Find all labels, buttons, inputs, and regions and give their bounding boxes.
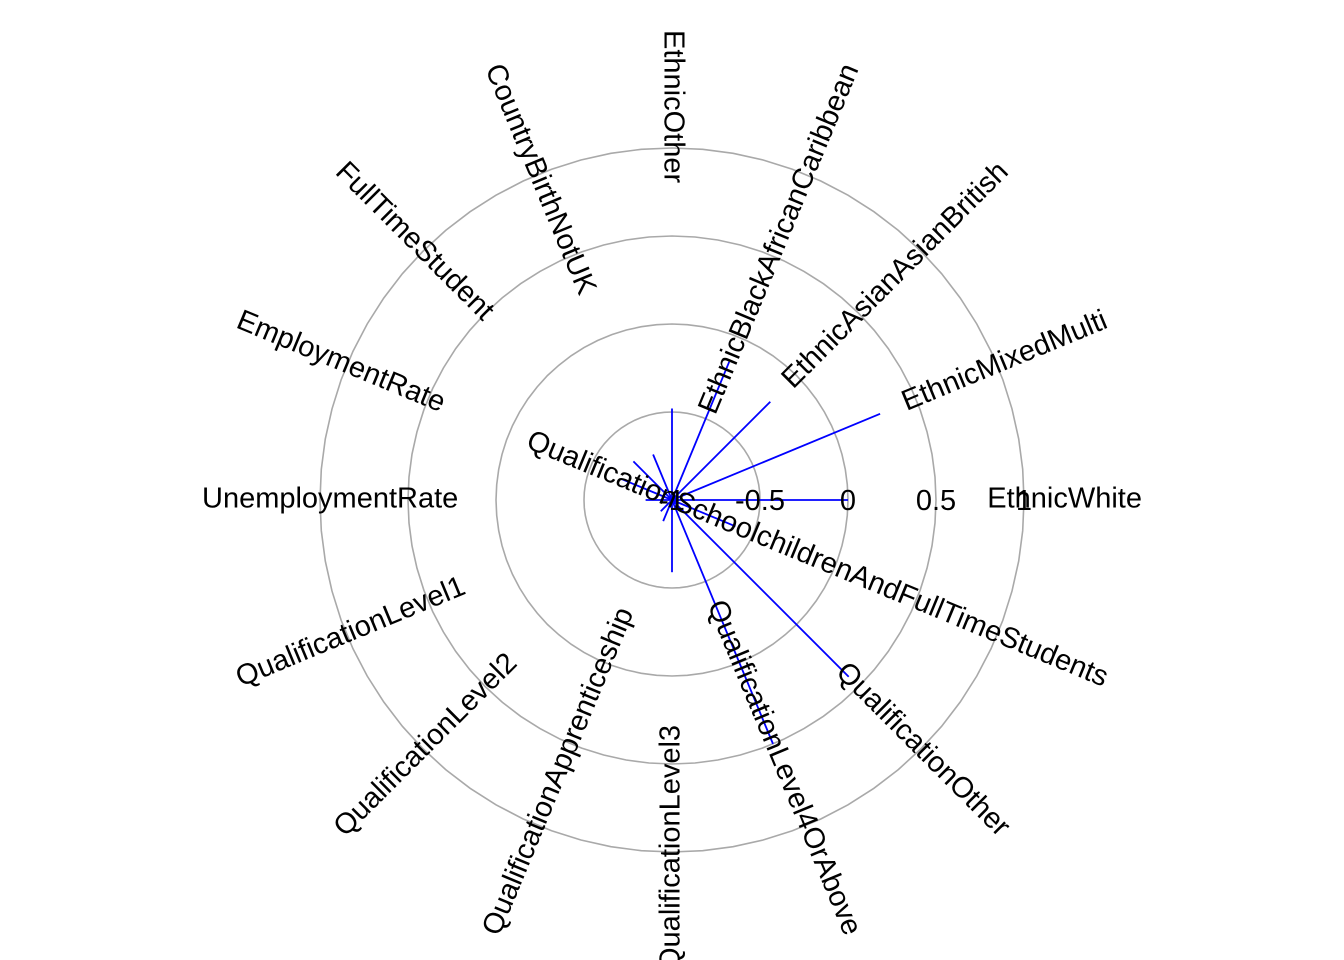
category-label-QualificationLevel3: QualificationLevel3: [655, 725, 687, 960]
spoke-EthnicBlackAfricanCaribbean: [671, 361, 731, 501]
radial-grid: [319, 147, 1025, 853]
category-label-EmploymentRate: EmploymentRate: [232, 304, 450, 419]
category-label-QualificationLevel4OrAbove: QualificationLevel4OrAbove: [701, 595, 868, 939]
spoke-EmploymentRate: [621, 478, 673, 501]
category-label-CountryBirthNotUK: CountryBirthNotUK: [479, 59, 603, 300]
spoke-QualificationOther: [671, 499, 850, 678]
category-label-EthnicWhite: EthnicWhite: [987, 483, 1142, 515]
spoke-EthnicMixedMulti: [671, 412, 881, 501]
spoke-QualificationLevel2: [660, 499, 673, 512]
spoke-FullTimeStudent: [632, 460, 673, 501]
spoke-QualificationApprenticeship: [662, 499, 673, 522]
spoke-CountryBirthNotUK: [652, 454, 673, 501]
spoke-QualificationSchoolchildrenAndFullTimeStudents: [671, 499, 736, 528]
tick-label-2: 0: [840, 485, 856, 517]
category-label-EthnicOther: EthnicOther: [657, 30, 689, 183]
tick-label-3: 0.5: [916, 485, 956, 517]
category-label-FullTimeStudent: FullTimeStudent: [329, 155, 500, 326]
tick-label-0: -1: [659, 485, 685, 517]
category-label-EthnicBlackAfricanCaribbean: EthnicBlackAfricanCaribbean: [692, 59, 865, 418]
scale-tick-labels: -1 -0.5 0 0.5 1: [659, 485, 1032, 517]
grid-ring-1: [583, 411, 761, 589]
grid-ring-2: [495, 323, 849, 677]
tick-label-4: 1: [1016, 485, 1032, 517]
spoke-QualificationLevel4OrAbove: [671, 499, 774, 745]
category-labels: EthnicWhiteEthnicMixedMultiEthnicAsianAs…: [202, 30, 1142, 960]
series-spokes: [621, 361, 881, 745]
spoke-EthnicAsianAsianBritish: [671, 401, 771, 501]
category-label-QualificationOther: QualificationOther: [830, 656, 1017, 843]
category-label-UnemploymentRate: UnemploymentRate: [202, 483, 458, 515]
tick-label-1: -0.5: [735, 485, 785, 517]
grid-ring-3: [407, 235, 937, 765]
category-label-EthnicMixedMulti: EthnicMixedMulti: [897, 304, 1112, 417]
grid-ring-4: [319, 147, 1025, 853]
category-label-QualificationLevel1: QualificationLevel1: [231, 570, 470, 693]
category-label-QualificationLevel2: QualificationLevel2: [327, 647, 523, 843]
